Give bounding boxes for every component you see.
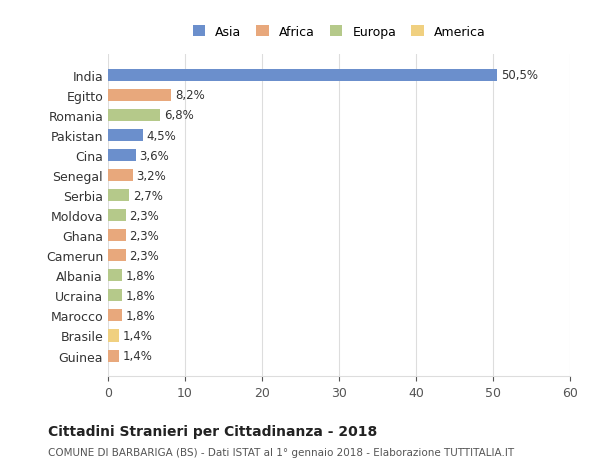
Text: 3,2%: 3,2% — [136, 169, 166, 182]
Text: 50,5%: 50,5% — [500, 69, 538, 82]
Bar — [108, 130, 143, 142]
Bar — [108, 290, 122, 302]
Text: 2,3%: 2,3% — [130, 249, 160, 262]
Text: 6,8%: 6,8% — [164, 109, 194, 122]
Bar — [108, 310, 122, 322]
Text: 1,8%: 1,8% — [126, 289, 155, 302]
Bar — [108, 330, 119, 342]
Text: 1,8%: 1,8% — [126, 309, 155, 322]
Text: 8,2%: 8,2% — [175, 89, 205, 102]
Bar — [108, 150, 136, 162]
Bar — [108, 350, 119, 362]
Bar — [108, 190, 129, 202]
Bar — [108, 210, 126, 222]
Bar — [108, 90, 171, 102]
Text: 2,3%: 2,3% — [130, 209, 160, 222]
Bar — [108, 70, 497, 82]
Text: 1,4%: 1,4% — [122, 349, 152, 362]
Text: 2,3%: 2,3% — [130, 229, 160, 242]
Bar — [108, 170, 133, 182]
Legend: Asia, Africa, Europa, America: Asia, Africa, Europa, America — [187, 20, 491, 45]
Bar — [108, 250, 126, 262]
Text: 2,7%: 2,7% — [133, 189, 163, 202]
Text: 4,5%: 4,5% — [146, 129, 176, 142]
Text: 1,8%: 1,8% — [126, 269, 155, 282]
Bar — [108, 230, 126, 242]
Text: Cittadini Stranieri per Cittadinanza - 2018: Cittadini Stranieri per Cittadinanza - 2… — [48, 425, 377, 438]
Bar — [108, 110, 160, 122]
Text: COMUNE DI BARBARIGA (BS) - Dati ISTAT al 1° gennaio 2018 - Elaborazione TUTTITAL: COMUNE DI BARBARIGA (BS) - Dati ISTAT al… — [48, 448, 514, 458]
Text: 3,6%: 3,6% — [140, 149, 169, 162]
Bar — [108, 270, 122, 282]
Text: 1,4%: 1,4% — [122, 329, 152, 342]
